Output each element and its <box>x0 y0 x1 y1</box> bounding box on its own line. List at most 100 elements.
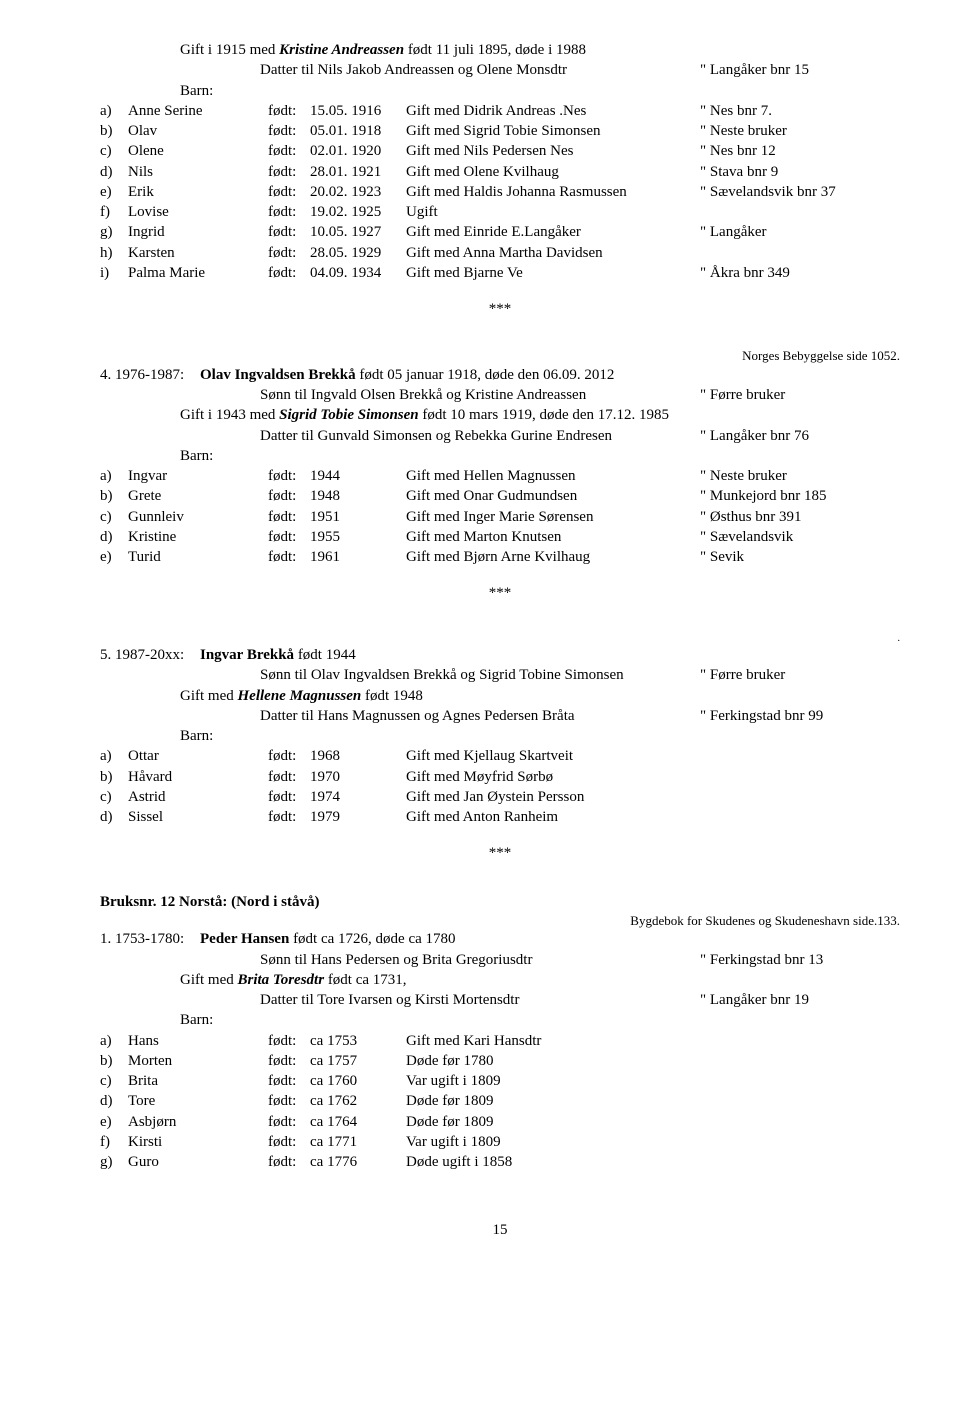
child-row: a)Ingvarfødt:1944Gift med Hellen Magnuss… <box>100 466 900 486</box>
child-mark: h) <box>100 243 128 263</box>
child-row: a)Ottarfødt:1968Gift med Kjellaug Skartv… <box>100 746 900 766</box>
child-row: d)Kristinefødt:1955Gift med Marton Knuts… <box>100 527 900 547</box>
child-mark: a) <box>100 101 128 121</box>
child-row: a)Anne Serinefødt:15.05. 1916Gift med Di… <box>100 101 900 121</box>
child-date: 1968 <box>310 746 406 766</box>
child-ref <box>700 1112 900 1132</box>
child-row: c)Olenefødt:02.01. 1920Gift med Nils Ped… <box>100 141 900 161</box>
child-note: Døde ugift i 1858 <box>406 1152 700 1172</box>
child-name: Morten <box>128 1051 268 1071</box>
child-row: f)Kirstifødt:ca 1771Var ugift i 1809 <box>100 1132 900 1152</box>
child-name: Grete <box>128 486 268 506</box>
child-ref <box>700 787 900 807</box>
child-date: 1948 <box>310 486 406 506</box>
child-row: g)Ingridfødt:10.05. 1927Gift med Einride… <box>100 222 900 242</box>
child-date: ca 1762 <box>310 1091 406 1111</box>
child-mark: f) <box>100 1132 128 1152</box>
child-ref <box>700 202 900 222</box>
child-ref: " Nes bnr 7. <box>700 101 900 121</box>
child-mark: a) <box>100 1031 128 1051</box>
barn-label: Barn: <box>100 726 900 746</box>
child-name: Astrid <box>128 787 268 807</box>
child-note: Gift med Kjellaug Skartveit <box>406 746 700 766</box>
child-fodt: født: <box>268 263 310 283</box>
child-note: Gift med Bjarne Ve <box>406 263 700 283</box>
datter-ref: " Langåker bnr 15 <box>700 60 900 80</box>
child-mark: b) <box>100 486 128 506</box>
child-mark: d) <box>100 807 128 827</box>
child-note: Var ugift i 1809 <box>406 1071 700 1091</box>
child-ref: " Nes bnr 12 <box>700 141 900 161</box>
child-fodt: født: <box>268 141 310 161</box>
child-date: 1951 <box>310 507 406 527</box>
spouse-name: Kristine Andreassen <box>279 42 404 58</box>
child-name: Guro <box>128 1152 268 1172</box>
child-fodt: født: <box>268 202 310 222</box>
spouse-name: Hellene Magnussen <box>238 688 362 704</box>
child-fodt: født: <box>268 1152 310 1172</box>
head-name: Ingvar Brekkå <box>200 647 294 663</box>
child-note: Gift med Anton Ranheim <box>406 807 700 827</box>
child-date: 15.05. 1916 <box>310 101 406 121</box>
child-row: e)Asbjørnfødt:ca 1764Døde før 1809 <box>100 1112 900 1132</box>
child-date: 1955 <box>310 527 406 547</box>
child-note: Gift med Bjørn Arne Kvilhaug <box>406 547 700 567</box>
child-date: 1979 <box>310 807 406 827</box>
child-ref: " Langåker <box>700 222 900 242</box>
child-row: c)Gunnleivfødt:1951Gift med Inger Marie … <box>100 507 900 527</box>
child-name: Anne Serine <box>128 101 268 121</box>
child-name: Ingvar <box>128 466 268 486</box>
child-note: Var ugift i 1809 <box>406 1132 700 1152</box>
child-mark: b) <box>100 767 128 787</box>
child-date: 10.05. 1927 <box>310 222 406 242</box>
child-mark: e) <box>100 1112 128 1132</box>
children-list: a)Ingvarfødt:1944Gift med Hellen Magnuss… <box>100 466 900 567</box>
child-ref: " Neste bruker <box>700 466 900 486</box>
child-row: e)Erikfødt:20.02. 1923Gift med Haldis Jo… <box>100 182 900 202</box>
period: 1. 1753-1780: <box>100 929 200 949</box>
child-ref: " Sævelandsvik <box>700 527 900 547</box>
child-date: 1974 <box>310 787 406 807</box>
child-fodt: født: <box>268 243 310 263</box>
child-fodt: født: <box>268 1091 310 1111</box>
child-ref: " Østhus bnr 391 <box>700 507 900 527</box>
datter-text: Datter til Hans Magnussen og Agnes Peder… <box>260 706 700 726</box>
child-mark: c) <box>100 787 128 807</box>
child-date: 04.09. 1934 <box>310 263 406 283</box>
child-fodt: født: <box>268 527 310 547</box>
tiny-dot: . <box>100 632 900 646</box>
child-fodt: født: <box>268 162 310 182</box>
child-mark: a) <box>100 466 128 486</box>
barn-label: Barn: <box>100 1010 900 1030</box>
bruksnr-title: Bruksnr. 12 Norstå: (Nord i ståvå) <box>100 892 900 912</box>
gift-prefix: Gift i 1915 med <box>180 42 279 58</box>
child-note: Gift med Einride E.Langåker <box>406 222 700 242</box>
child-mark: b) <box>100 1051 128 1071</box>
child-mark: g) <box>100 1152 128 1172</box>
child-date: ca 1753 <box>310 1031 406 1051</box>
source-ref: Norges Bebyggelse side 1052. <box>100 347 900 365</box>
datter-ref: " Langåker bnr 76 <box>700 426 900 446</box>
gift-prefix: Gift med <box>180 688 238 704</box>
child-date: ca 1764 <box>310 1112 406 1132</box>
child-note: Gift med Anna Martha Davidsen <box>406 243 700 263</box>
child-fodt: født: <box>268 486 310 506</box>
child-row: c)Astridfødt:1974Gift med Jan Øystein Pe… <box>100 787 900 807</box>
child-row: e)Turidfødt:1961Gift med Bjørn Arne Kvil… <box>100 547 900 567</box>
child-name: Håvard <box>128 767 268 787</box>
child-note: Gift med Sigrid Tobie Simonsen <box>406 121 700 141</box>
entry4-head: 4. 1976-1987: Olav Ingvaldsen Brekkå fød… <box>100 365 900 385</box>
datter-text: Datter til Tore Ivarsen og Kirsti Morten… <box>260 990 700 1010</box>
children-list: a)Ottarfødt:1968Gift med Kjellaug Skartv… <box>100 746 900 827</box>
barn-label: Barn: <box>100 81 900 101</box>
child-ref: " Åkra bnr 349 <box>700 263 900 283</box>
head-body: Olav Ingvaldsen Brekkå født 05 januar 19… <box>200 365 900 385</box>
child-name: Ingrid <box>128 222 268 242</box>
head-rest: født ca 1726, døde ca 1780 <box>289 931 455 947</box>
child-name: Asbjørn <box>128 1112 268 1132</box>
child-fodt: født: <box>268 1112 310 1132</box>
child-ref <box>700 1132 900 1152</box>
child-mark: i) <box>100 263 128 283</box>
child-date: 28.05. 1929 <box>310 243 406 263</box>
child-ref <box>700 1152 900 1172</box>
